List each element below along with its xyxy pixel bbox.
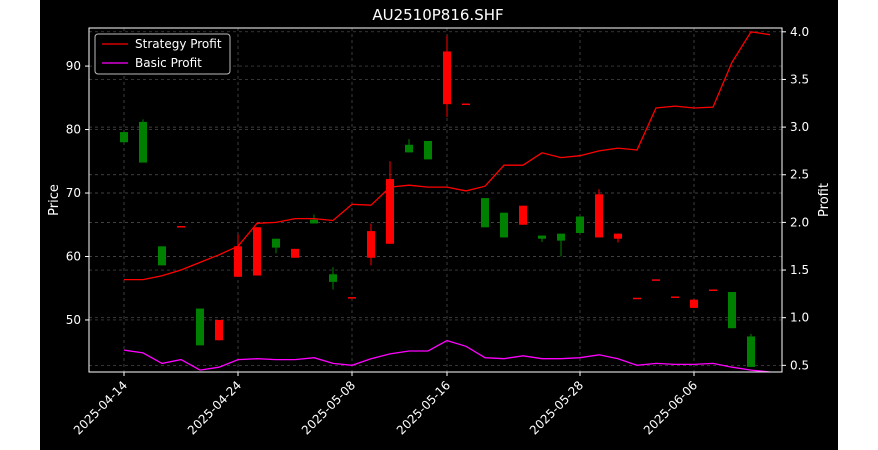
right-tick-label: 3.0 xyxy=(790,120,809,134)
candle-body xyxy=(747,336,755,367)
candle-body xyxy=(424,140,432,160)
candle-body xyxy=(272,238,280,248)
candle-body xyxy=(253,227,261,276)
candle-body xyxy=(386,179,394,244)
right-tick-label: 3.5 xyxy=(790,72,809,86)
candle-body xyxy=(462,103,470,106)
left-tick-label: 70 xyxy=(66,186,81,200)
right-tick-label: 0.5 xyxy=(790,358,809,372)
candle-body xyxy=(348,297,356,299)
legend-box xyxy=(94,33,231,75)
right-tick-label: 1.0 xyxy=(790,311,809,325)
candle-body xyxy=(291,248,299,258)
candle-body xyxy=(595,194,603,238)
candle-body xyxy=(500,212,508,238)
left-y-axis: 50 60 70 80 90 xyxy=(66,59,89,327)
candle-body xyxy=(481,198,489,228)
left-tick-label: 50 xyxy=(66,313,81,327)
left-tick-label: 60 xyxy=(66,249,81,263)
left-tick-label: 90 xyxy=(66,59,81,73)
legend-label-strategy-profit: Strategy Profit xyxy=(135,37,222,51)
candle-body xyxy=(690,299,698,308)
candle-body xyxy=(538,235,546,239)
grid xyxy=(89,28,782,372)
candle-body xyxy=(367,231,375,258)
candle-body xyxy=(652,279,660,281)
right-tick-label: 1.5 xyxy=(790,263,809,277)
candle-body xyxy=(709,289,717,291)
candle-body xyxy=(576,216,584,234)
right-tick-label: 2.5 xyxy=(790,168,809,182)
candle-body xyxy=(728,292,736,329)
candle-body xyxy=(671,296,679,298)
profit-lines xyxy=(123,31,771,373)
right-axis-label: Profit xyxy=(817,183,832,217)
legend: Strategy Profit Basic Profit xyxy=(94,33,231,75)
basic-profit-line xyxy=(123,339,771,373)
candle-body xyxy=(405,144,413,153)
plot-frame xyxy=(88,27,783,373)
candle-body xyxy=(158,246,166,266)
strategy-profit-line xyxy=(124,31,771,281)
chart-title: AU2510P816.SHF xyxy=(372,6,503,24)
candle-body xyxy=(557,233,565,241)
candle-body xyxy=(120,132,128,143)
candle-body xyxy=(633,297,641,300)
candle-body xyxy=(310,219,318,224)
left-axis-label: Price xyxy=(47,184,62,216)
candle-body xyxy=(196,308,204,346)
figure-background xyxy=(40,0,838,450)
left-tick-label: 80 xyxy=(66,123,81,137)
candle-body xyxy=(614,233,622,239)
candle-body xyxy=(139,121,147,163)
right-tick-label: 2.0 xyxy=(790,215,809,229)
candle-body xyxy=(215,319,223,341)
right-y-axis: 0.5 1.0 1.5 2.0 2.5 3.0 3.5 4.0 xyxy=(782,25,809,372)
candle-body xyxy=(443,51,451,105)
candle-body xyxy=(234,246,242,277)
candle-body xyxy=(329,274,337,282)
right-tick-label: 4.0 xyxy=(790,25,809,39)
candle-body xyxy=(177,226,185,228)
candle-body xyxy=(519,205,527,225)
legend-label-basic-profit: Basic Profit xyxy=(135,56,202,70)
candlesticks xyxy=(120,35,755,367)
